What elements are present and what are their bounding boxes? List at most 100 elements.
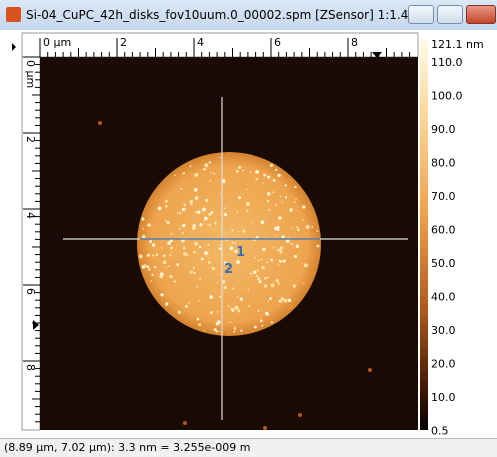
speckle <box>264 277 266 279</box>
speckle <box>194 173 198 177</box>
left-ruler-label: 8 <box>24 364 37 371</box>
speckle <box>268 209 270 211</box>
speckle <box>202 208 206 212</box>
speckle <box>275 169 277 171</box>
colorbar-label: 60.0 <box>431 224 456 237</box>
maximize-button[interactable] <box>437 5 463 24</box>
speckle <box>217 311 219 313</box>
speckle <box>278 216 282 220</box>
speckle <box>276 235 278 237</box>
colorbar-label: 10.0 <box>431 391 456 404</box>
speckle <box>240 330 242 332</box>
speckle <box>151 274 153 276</box>
speckle <box>288 299 291 302</box>
colorbar-label: 20.0 <box>431 358 456 371</box>
speckle <box>181 188 183 190</box>
speckle <box>281 235 284 238</box>
speckle <box>311 226 313 228</box>
speckle <box>193 251 196 254</box>
speckle <box>220 157 221 158</box>
speckle <box>159 275 162 278</box>
speckle <box>279 260 281 262</box>
speckle <box>183 204 185 206</box>
speckle <box>154 266 156 268</box>
speckle <box>199 246 202 249</box>
speckle <box>238 166 241 169</box>
speckle <box>250 171 251 172</box>
speckle <box>150 280 152 282</box>
speckle <box>282 201 283 202</box>
speckle <box>281 297 285 301</box>
speckle <box>259 280 262 283</box>
speckle <box>142 217 145 220</box>
speckle <box>169 254 171 256</box>
left-ruler-label: 0 µm <box>24 60 37 88</box>
speckle <box>247 189 248 190</box>
speckle <box>182 232 184 234</box>
colorbar-label: 100.0 <box>431 90 463 103</box>
speckle <box>177 213 178 214</box>
left-ruler-label: 4 <box>24 212 37 219</box>
speckle <box>295 199 296 200</box>
speckle <box>163 260 167 264</box>
speckle <box>230 321 231 322</box>
minimize-button[interactable] <box>408 5 434 24</box>
speckle <box>197 286 198 287</box>
speckle <box>262 182 263 183</box>
speckle <box>265 312 268 315</box>
speckle <box>267 192 270 195</box>
speckle <box>208 213 211 216</box>
speckle <box>297 229 300 232</box>
speckle <box>238 196 241 199</box>
speckle <box>203 168 206 171</box>
speckle <box>179 228 181 230</box>
top-ruler-label: 0 µm <box>43 36 71 49</box>
top-ruler-label: 6 <box>274 36 281 49</box>
speckle <box>285 184 287 186</box>
speckle <box>302 205 305 208</box>
speckle <box>255 170 259 174</box>
speckle <box>198 300 199 301</box>
speckle <box>257 277 260 280</box>
speckle <box>261 325 263 327</box>
disk <box>137 152 321 336</box>
speckle <box>185 305 188 308</box>
speckle <box>212 267 215 270</box>
title-bar: Si-04_CuPC_42h_disks_fov10uum.0_00002.sp… <box>0 0 497 30</box>
speckle <box>303 219 304 220</box>
speckle <box>246 202 250 206</box>
speckle <box>225 233 227 235</box>
speckle <box>193 267 195 269</box>
speckle <box>255 257 257 259</box>
speckle <box>195 211 197 213</box>
speckle <box>166 221 169 224</box>
left-ruler-label: 6 <box>24 288 37 295</box>
speckle <box>254 326 257 329</box>
speckle <box>283 259 286 262</box>
speckle <box>204 330 205 331</box>
speckle <box>275 204 277 206</box>
speckle <box>238 230 239 231</box>
close-button[interactable] <box>466 5 496 24</box>
speckle <box>178 311 181 314</box>
speckle <box>183 247 185 249</box>
speckle <box>207 253 208 254</box>
speckle <box>183 252 186 255</box>
speckle <box>273 179 276 182</box>
speckle <box>233 331 235 333</box>
speckle <box>231 309 234 312</box>
speckle <box>258 310 260 312</box>
speckle <box>250 273 252 275</box>
speckle <box>165 220 167 222</box>
speckle <box>272 191 274 193</box>
speckle <box>182 224 185 227</box>
speckle <box>252 221 254 223</box>
speckle <box>263 426 267 430</box>
speckle <box>240 298 243 301</box>
speckle <box>199 223 202 226</box>
top-ruler-label: 8 <box>351 36 358 49</box>
speckle <box>171 251 172 252</box>
speckle <box>198 323 201 326</box>
colorbar-label: 90.0 <box>431 123 456 136</box>
speckle <box>193 224 196 227</box>
